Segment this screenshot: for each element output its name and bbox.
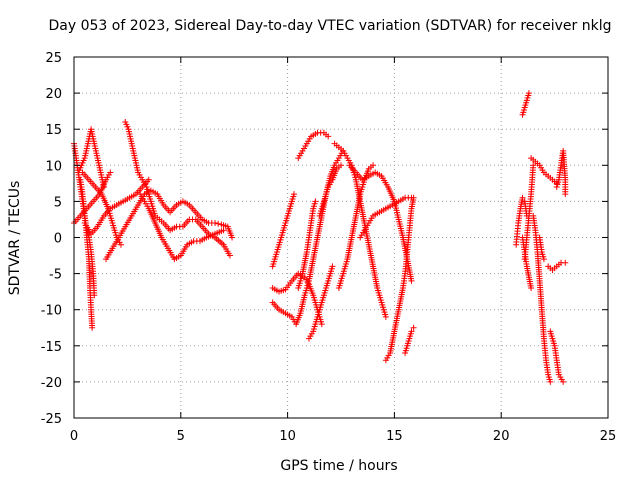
data-point bbox=[410, 194, 417, 201]
data-point bbox=[329, 263, 336, 270]
y-tick-label: -25 bbox=[41, 412, 62, 427]
data-point bbox=[562, 191, 569, 198]
series-arc-26 bbox=[519, 234, 535, 292]
data-point bbox=[382, 313, 389, 320]
series-arc-30 bbox=[545, 259, 569, 273]
x-tick-label: 0 bbox=[70, 429, 78, 444]
y-tick-label: -10 bbox=[41, 304, 62, 319]
x-tick-label: 5 bbox=[177, 429, 185, 444]
data-point bbox=[528, 285, 535, 292]
data-point bbox=[562, 259, 569, 266]
series-arc-22 bbox=[402, 324, 417, 357]
series-arc-10 bbox=[269, 191, 298, 270]
series-arc-09 bbox=[137, 191, 227, 263]
data-point bbox=[291, 191, 298, 198]
data-marker bbox=[215, 220, 222, 227]
y-tick-label: 10 bbox=[45, 159, 62, 174]
data-point bbox=[226, 252, 233, 259]
y-axis-label: SDTVAR / TECUs bbox=[7, 181, 23, 296]
y-tick-label: 20 bbox=[45, 87, 62, 102]
x-tick-label: 25 bbox=[600, 429, 617, 444]
data-point bbox=[220, 227, 227, 234]
series-arc-04 bbox=[71, 169, 114, 227]
y-tick-label: 5 bbox=[54, 195, 62, 210]
x-tick-label: 15 bbox=[386, 429, 403, 444]
data-point bbox=[312, 198, 319, 205]
series-arc-24 bbox=[519, 90, 532, 118]
series-arc-13 bbox=[295, 198, 319, 292]
grid bbox=[74, 57, 608, 418]
y-tick-label: -20 bbox=[41, 376, 62, 391]
series-arc-32 bbox=[553, 147, 569, 198]
y-tick-label: -5 bbox=[49, 268, 62, 283]
data-point bbox=[117, 241, 124, 248]
x-tick-label: 10 bbox=[279, 429, 296, 444]
data-point bbox=[107, 169, 114, 176]
series-arc-19 bbox=[346, 162, 415, 284]
series-arc-27 bbox=[530, 212, 554, 385]
series-arc-08 bbox=[122, 118, 233, 259]
series-arc-14 bbox=[295, 129, 332, 162]
data-series bbox=[71, 90, 569, 385]
data-point bbox=[560, 378, 567, 385]
data-point bbox=[540, 256, 547, 263]
data-point bbox=[145, 176, 152, 183]
chart-title: Day 053 of 2023, Sidereal Day-to-day VTE… bbox=[49, 18, 612, 34]
data-point bbox=[408, 328, 415, 335]
y-tick-label: 25 bbox=[45, 51, 62, 66]
series-arc-15 bbox=[305, 263, 336, 342]
y-tick-label: 0 bbox=[54, 232, 62, 247]
series-arc-29 bbox=[536, 234, 547, 263]
series-arc-16 bbox=[316, 162, 344, 219]
data-point bbox=[325, 133, 332, 140]
series-arc-05 bbox=[81, 176, 152, 237]
data-point bbox=[410, 324, 417, 331]
axes: 0 5 10 15 20 25 -25 -20 -15 -10 -5 0 5 10 15 20 25 bbox=[41, 51, 617, 444]
data-point bbox=[318, 321, 325, 328]
data-point bbox=[89, 324, 96, 331]
series-arc-07 bbox=[103, 187, 236, 263]
data-point bbox=[370, 162, 377, 169]
x-axis-label: GPS time / hours bbox=[280, 458, 397, 474]
data-point bbox=[530, 162, 537, 169]
data-point bbox=[211, 220, 218, 227]
data-point bbox=[547, 378, 554, 385]
series-arc-21 bbox=[382, 194, 417, 364]
y-tick-label: 15 bbox=[45, 123, 62, 138]
data-point bbox=[519, 194, 526, 201]
data-point bbox=[525, 90, 532, 97]
y-tick-label: -15 bbox=[41, 340, 62, 355]
series-arc-31 bbox=[547, 328, 567, 385]
data-point bbox=[338, 162, 344, 169]
series-arc-28 bbox=[528, 155, 560, 187]
data-point bbox=[408, 277, 415, 284]
data-point bbox=[229, 234, 236, 241]
series-arc-06 bbox=[79, 169, 124, 248]
x-tick-label: 20 bbox=[493, 429, 510, 444]
